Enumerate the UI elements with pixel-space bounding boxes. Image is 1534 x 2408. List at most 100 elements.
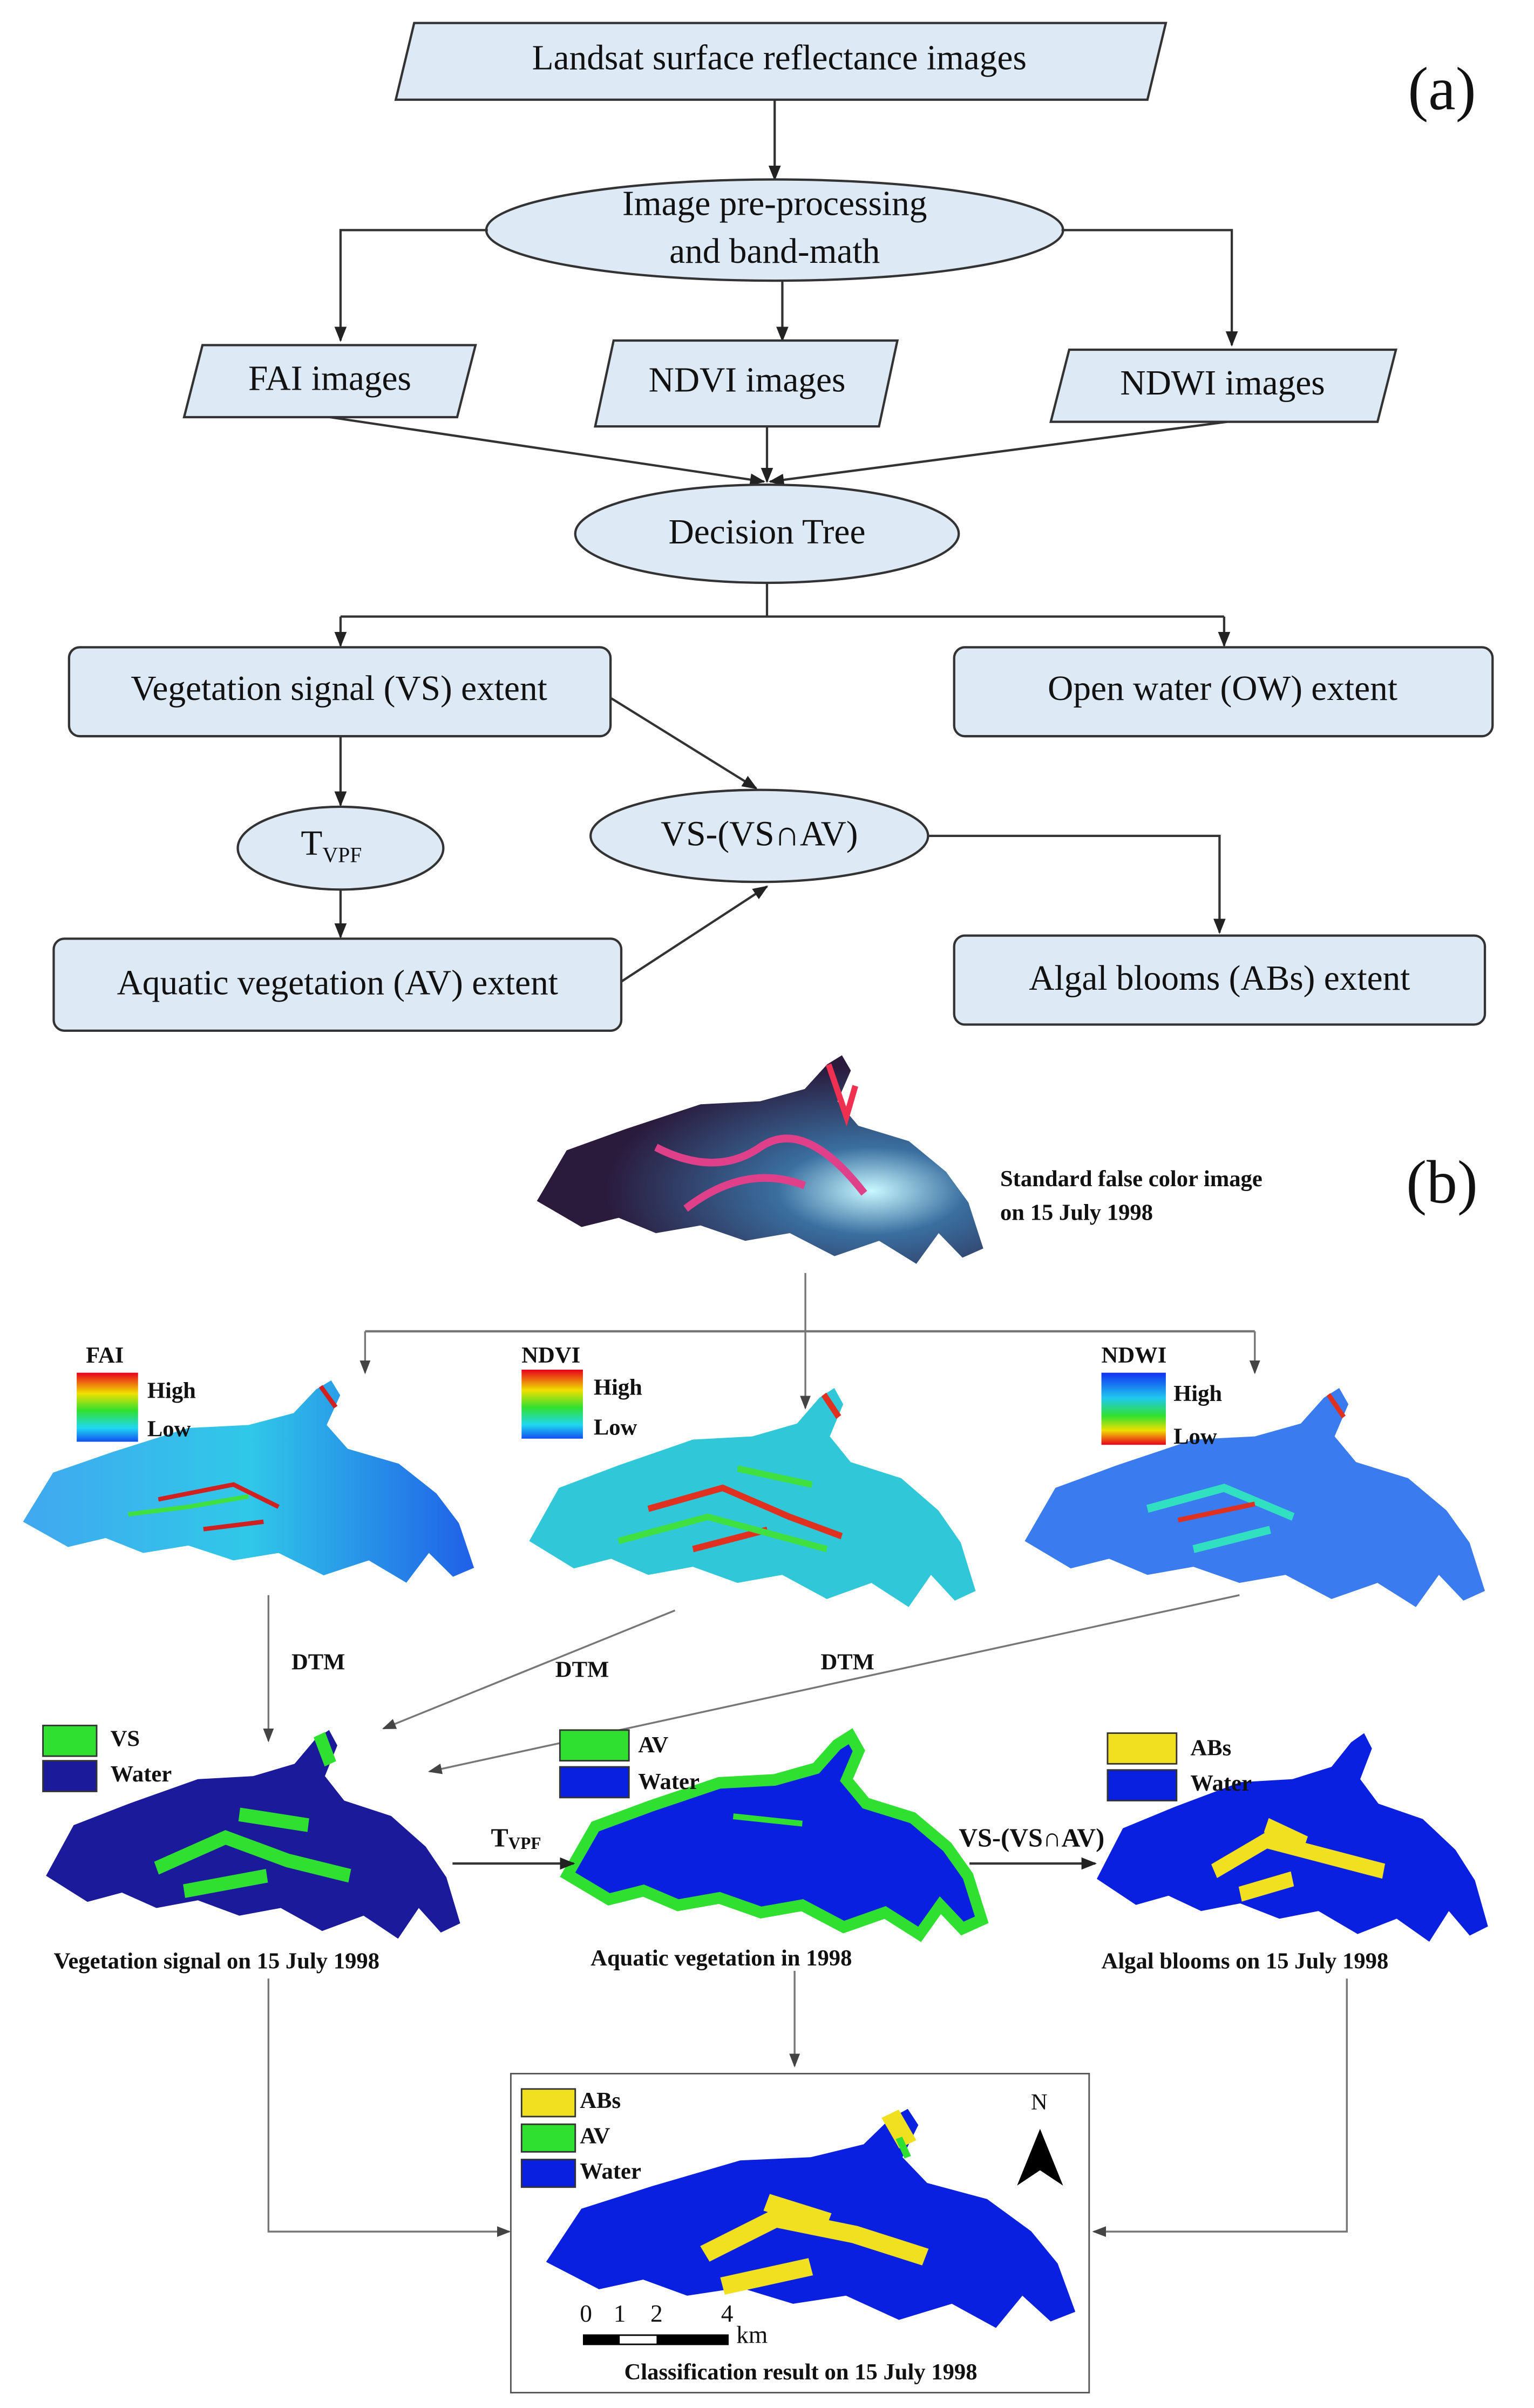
shape xyxy=(647,1392,843,1553)
legend-swatch xyxy=(42,1724,98,1757)
legend-title: NDVI xyxy=(521,1343,580,1368)
legend-title: FAI xyxy=(86,1343,124,1368)
scale-bar xyxy=(620,2336,657,2344)
ndvi-map xyxy=(529,1388,976,1607)
legend-label: Low xyxy=(1173,1424,1217,1450)
legend-swatch xyxy=(42,1760,98,1792)
step-label: VS-(VS∩AV) xyxy=(959,1824,1104,1853)
legend-label: High xyxy=(1173,1381,1222,1406)
legend-swatch xyxy=(1107,1769,1178,1801)
shape xyxy=(1146,1484,1295,1553)
node-text: Landsat surface reflectance images xyxy=(532,39,1027,78)
legend-label: Low xyxy=(147,1416,191,1441)
step-label: DTM xyxy=(820,1649,874,1675)
legend-swatch xyxy=(559,1766,630,1799)
legend-label: Water xyxy=(1190,1771,1252,1796)
north-label: N xyxy=(1031,2090,1048,2115)
legend-label: Water xyxy=(638,1769,700,1794)
fai-map xyxy=(23,1380,474,1583)
connector xyxy=(928,834,1226,934)
node-shape xyxy=(953,646,1494,738)
legend-label: Water xyxy=(580,2159,641,2184)
legend-label: ABs xyxy=(580,2088,621,2113)
shape xyxy=(617,1465,828,1553)
legend-label: High xyxy=(594,1375,642,1400)
shape xyxy=(1177,1393,1346,1523)
node-text: NDWI images xyxy=(1120,364,1325,403)
node-text: NDVI images xyxy=(649,361,846,400)
scale-label: 4 xyxy=(721,2300,734,2327)
text-part: T xyxy=(301,824,322,863)
image-caption: Standard false color image xyxy=(1000,1166,1263,1192)
node-text: Aquatic vegetation (AV) extent xyxy=(117,963,558,1002)
node-shape xyxy=(953,934,1487,1026)
text-part: VPF xyxy=(508,1834,541,1853)
node-text: Algal blooms (ABs) extent xyxy=(1029,959,1410,998)
panel-label: (b) xyxy=(1406,1148,1478,1216)
scale-label: km xyxy=(736,2321,768,2349)
legend-swatch xyxy=(520,2088,576,2118)
node-text: VS-(VS∩AV) xyxy=(661,815,858,854)
image-caption: on 15 July 1998 xyxy=(1000,1200,1153,1226)
ndwi-map xyxy=(1024,1388,1485,1607)
node-shape xyxy=(182,344,477,419)
shape xyxy=(128,1494,249,1517)
color-bar xyxy=(77,1372,138,1442)
step-label: DTM xyxy=(291,1649,345,1675)
node-text: Decision Tree xyxy=(669,513,866,552)
legend-label: High xyxy=(147,1378,196,1403)
legend-label: Water xyxy=(111,1761,172,1787)
legend-swatch xyxy=(520,2123,576,2153)
connector xyxy=(620,885,769,983)
shape xyxy=(154,1732,351,1898)
text-part: VPF xyxy=(322,844,362,867)
connector xyxy=(609,697,758,790)
legend-label: VS xyxy=(111,1726,140,1751)
legend-swatch xyxy=(1107,1732,1178,1765)
shape xyxy=(46,1730,460,1939)
shape xyxy=(537,1055,983,1264)
node-text: Open water (OW) extent xyxy=(1048,669,1397,708)
legend-label: ABs xyxy=(1190,1736,1231,1761)
connector xyxy=(329,416,766,486)
legend-swatch xyxy=(520,2159,576,2188)
shape xyxy=(700,2110,929,2295)
text-part: T xyxy=(491,1824,508,1853)
legend-title: NDWI xyxy=(1102,1343,1167,1368)
node-shape xyxy=(594,339,899,428)
vs-map xyxy=(46,1730,460,1939)
connector xyxy=(768,420,1227,486)
node-shape xyxy=(52,937,623,1032)
connector xyxy=(1061,229,1238,347)
map-caption: Aquatic vegetation in 1998 xyxy=(590,1946,852,1971)
node-text: TVPF xyxy=(301,824,362,867)
connector xyxy=(334,229,488,342)
node-shape xyxy=(1049,348,1397,423)
final-map xyxy=(546,2108,1076,2328)
node-text: and band-math xyxy=(669,232,880,271)
node-shape xyxy=(394,22,1168,101)
shape xyxy=(895,2137,911,2159)
map-caption: Vegetation signal on 15 July 1998 xyxy=(53,1949,379,1974)
node-shape xyxy=(67,646,612,738)
step-label: TVPF xyxy=(491,1824,541,1853)
scale-label: 2 xyxy=(650,2300,663,2327)
av-map xyxy=(568,1736,982,1934)
scale-label: 1 xyxy=(614,2300,626,2327)
map-caption: Classification result on 15 July 1998 xyxy=(625,2359,978,2385)
connector xyxy=(382,1609,676,1730)
color-bar xyxy=(521,1369,583,1439)
connector xyxy=(267,1978,511,2237)
shape xyxy=(732,1813,803,1827)
abs-map xyxy=(1097,1733,1488,1942)
node-text: Vegetation signal (VS) extent xyxy=(131,669,547,708)
color-bar xyxy=(1101,1372,1166,1445)
legend-label: AV xyxy=(580,2124,610,2149)
false-color-map xyxy=(537,1055,983,1264)
shape xyxy=(568,1736,982,1934)
legend-swatch xyxy=(559,1729,630,1762)
north-arrow xyxy=(1017,2128,1063,2186)
node-text: Image pre-processing xyxy=(622,185,927,223)
